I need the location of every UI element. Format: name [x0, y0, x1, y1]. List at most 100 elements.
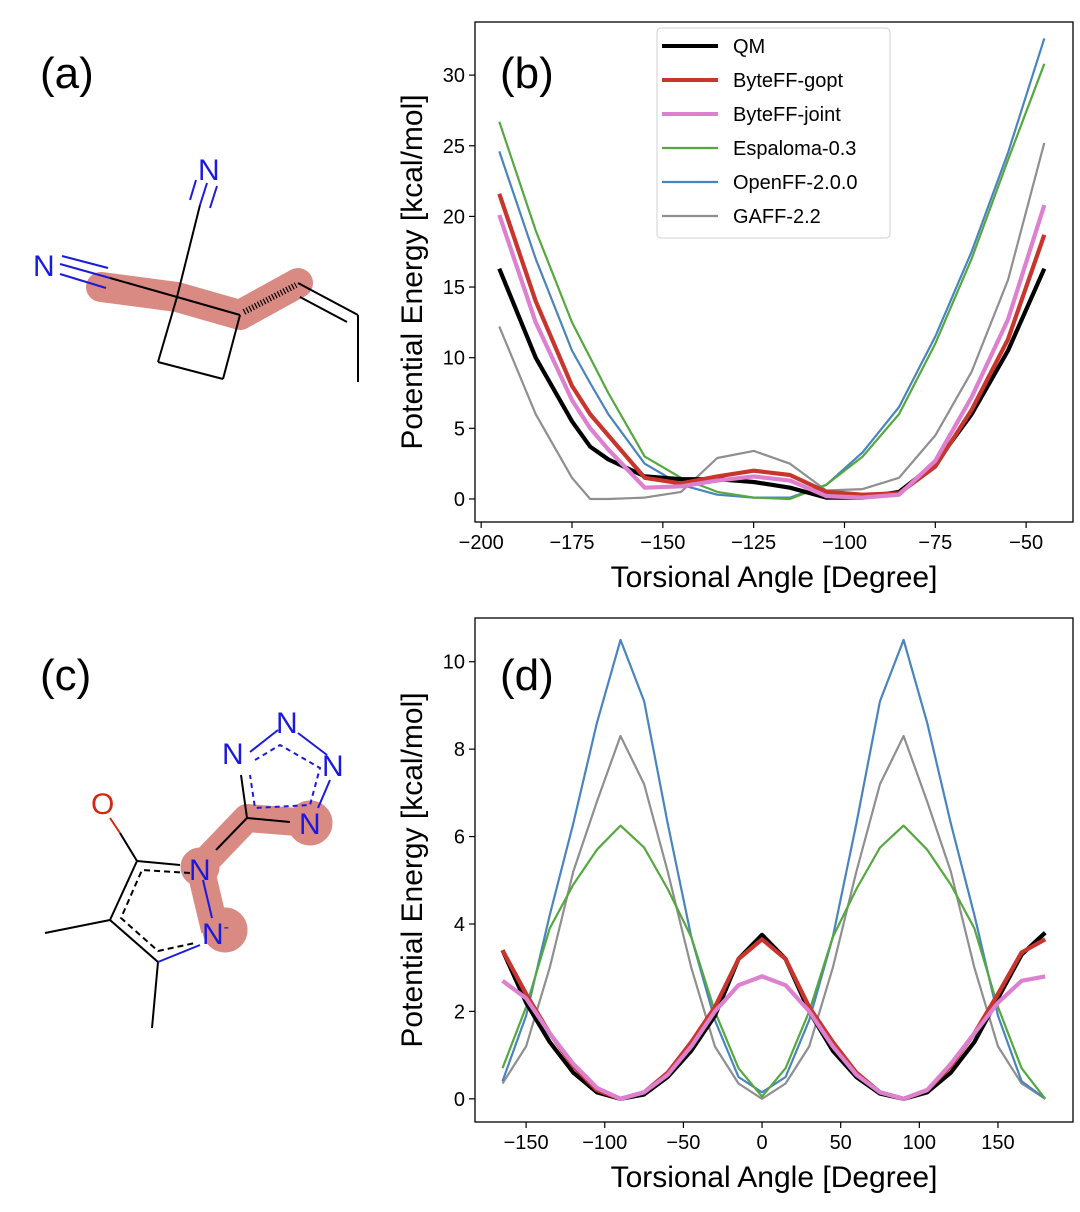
x-tick-label: −75 — [918, 532, 952, 554]
bond — [317, 779, 331, 809]
x-tick-label: 100 — [903, 1132, 936, 1154]
atom-label: O — [91, 788, 114, 821]
bond — [202, 879, 213, 919]
x-axis-title: Torsional Angle [Degree] — [611, 1161, 938, 1194]
y-tick-label: 2 — [454, 1001, 465, 1023]
tick-layer: −200 −175 −150 −125 −100 −75 −50 0 5 10 15 20 25 30 — [443, 65, 1043, 554]
x-tick-label: −175 — [549, 532, 594, 554]
x-tick-label: 0 — [756, 1132, 767, 1154]
bond — [59, 273, 107, 289]
bond — [209, 185, 218, 209]
bond — [222, 314, 241, 380]
bond — [157, 944, 201, 963]
series-line-qm — [497, 267, 1047, 500]
legend: QM ByteFF-gopt ByteFF-joint Espaloma-0.3 Ope… — [656, 27, 891, 239]
legend-label: GAFF-2.2 — [733, 206, 821, 228]
torsion-highlight — [86, 268, 313, 330]
y-axis-title: Potential Energy [kcal/mol] — [396, 692, 429, 1047]
series-line-byteff-joint — [497, 204, 1047, 500]
aromatic-bond — [119, 868, 196, 953]
bond — [215, 817, 248, 851]
bond — [297, 282, 359, 316]
x-tick-label: −50 — [1009, 532, 1043, 554]
legend-item: Espaloma-0.3 — [662, 138, 856, 160]
legend-item: QM — [662, 36, 765, 58]
atom-label: N — [198, 154, 220, 187]
y-tick-label: 0 — [454, 1089, 465, 1111]
legend-item: ByteFF-joint — [662, 104, 841, 126]
y-tick-label: 30 — [443, 65, 465, 87]
panel-label-c: (c) — [40, 651, 91, 700]
bond — [109, 817, 121, 834]
chart-d: −150 −100 −50 0 50 100 150 0 2 4 6 8 10 Torsional An… — [396, 617, 1074, 1194]
series-layer — [500, 638, 1047, 1101]
x-tick-label: 50 — [830, 1132, 852, 1154]
panel-label-b: (b) — [500, 49, 554, 98]
hashed-bond — [242, 282, 298, 315]
x-tick-label: −125 — [731, 532, 776, 554]
bond — [249, 729, 279, 753]
series-line-openff-2-0-0 — [501, 638, 1046, 1100]
atom-label: N — [222, 738, 244, 771]
series-line-gaff-2-2 — [498, 142, 1046, 501]
y-tick-label: 8 — [454, 739, 465, 761]
y-tick-label: 6 — [454, 827, 465, 849]
legend-label: QM — [733, 36, 765, 58]
y-tick-label: 10 — [443, 652, 465, 674]
series-line-espaloma-0-3 — [501, 824, 1047, 1100]
bond — [199, 182, 208, 206]
y-tick-label: 5 — [454, 418, 465, 440]
y-tick-label: 0 — [454, 489, 465, 511]
axes-frame — [474, 617, 1074, 1123]
atom-label: N — [33, 250, 55, 283]
bond — [189, 179, 197, 201]
legend-label: ByteFF-joint — [733, 104, 841, 126]
legend-item: ByteFF-gopt — [662, 70, 843, 92]
bond — [246, 817, 291, 823]
y-axis-title: Potential Energy [kcal/mol] — [396, 94, 429, 449]
y-tick-label: 10 — [443, 348, 465, 370]
molecule-c: O N N- N N N N — [44, 707, 344, 1029]
bond — [109, 860, 138, 921]
bond — [119, 832, 138, 862]
legend-item: GAFF-2.2 — [662, 206, 821, 228]
legend-label: OpenFF-2.0.0 — [733, 172, 858, 194]
x-axis-title: Torsional Angle [Degree] — [611, 561, 938, 594]
bond — [136, 860, 181, 866]
bond — [297, 732, 328, 756]
x-tick-label: −150 — [504, 1132, 549, 1154]
aromatic-bond — [249, 743, 322, 810]
series-line-byteff-joint — [501, 974, 1046, 1101]
panel-label-a: (a) — [40, 49, 94, 98]
y-tick-label: 25 — [443, 136, 465, 158]
legend-label: Espaloma-0.3 — [733, 138, 856, 160]
panel-label-d: (d) — [500, 651, 554, 700]
atom-label: N — [189, 854, 211, 887]
bond — [44, 919, 111, 934]
bond — [299, 296, 348, 323]
x-tick-label: −150 — [640, 532, 685, 554]
x-tick-label: 150 — [981, 1132, 1014, 1154]
legend-label: ByteFF-gopt — [733, 70, 843, 92]
bond — [176, 204, 201, 298]
atom-label: N — [322, 750, 344, 783]
bond — [109, 919, 159, 963]
bond — [151, 961, 159, 1029]
axes-frame — [474, 21, 1074, 523]
bond — [59, 263, 111, 279]
x-tick-label: −100 — [582, 1132, 627, 1154]
y-tick-label: 20 — [443, 206, 465, 228]
x-tick-label: −100 — [822, 532, 867, 554]
bond — [61, 255, 109, 269]
bond — [176, 296, 241, 316]
series-line-byteff-gopt — [497, 193, 1047, 497]
series-line-espaloma-0-3 — [498, 63, 1046, 501]
atom-label: N — [276, 707, 298, 740]
bond — [157, 296, 178, 363]
bond — [109, 277, 178, 298]
y-tick-label: 4 — [454, 914, 465, 936]
tick-layer: −150 −100 −50 0 50 100 150 0 2 4 6 8 10 — [443, 652, 1015, 1154]
legend-item: OpenFF-2.0.0 — [662, 172, 858, 194]
molecule-a: N N — [33, 154, 359, 382]
